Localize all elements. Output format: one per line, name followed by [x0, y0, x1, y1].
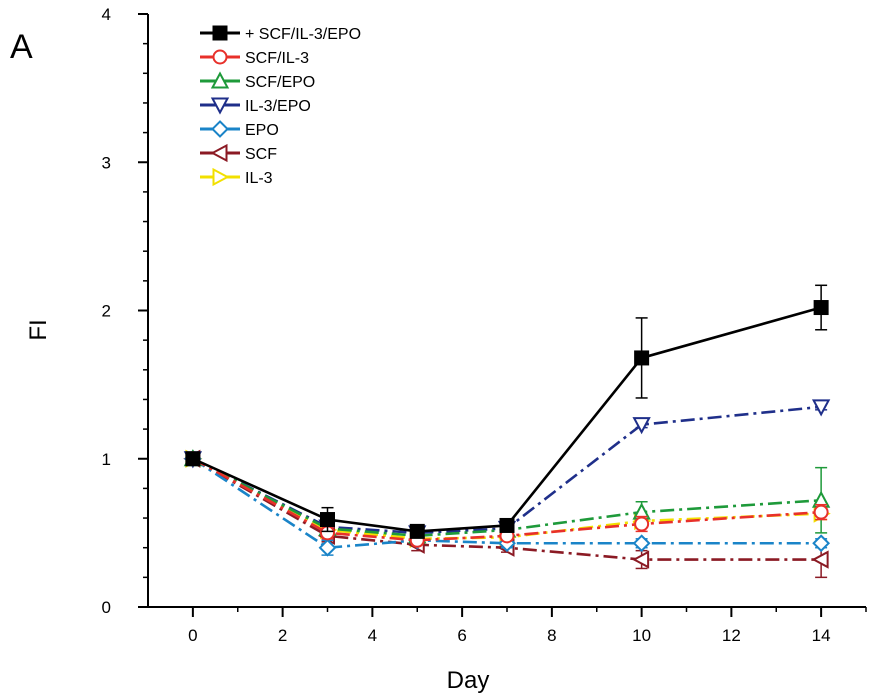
- data-point: [499, 517, 515, 533]
- series-line: [192, 457, 822, 542]
- x-tick-label: 6: [457, 626, 466, 645]
- series-1: [185, 284, 829, 539]
- series-layer: [183, 284, 831, 579]
- legend-marker: [210, 97, 230, 115]
- legend-item-6: SCF: [200, 143, 277, 163]
- data-point: [632, 417, 651, 435]
- x-tick-label: 10: [632, 626, 651, 645]
- legend-marker: [210, 71, 230, 89]
- data-point: [812, 534, 831, 553]
- data-point: [409, 523, 425, 539]
- y-tick-label: 2: [102, 302, 111, 321]
- data-point: [185, 451, 201, 467]
- legend-item-4: IL-3/EPO: [200, 97, 311, 115]
- legend-item-5: EPO: [200, 120, 279, 139]
- legend-label: SCF: [245, 146, 277, 163]
- data-point: [813, 300, 829, 316]
- series-line: [192, 306, 822, 533]
- y-tick-label: 3: [102, 153, 111, 172]
- legend-marker: [211, 120, 229, 138]
- legend-label: EPO: [245, 122, 279, 139]
- legend-label: SCF/EPO: [245, 74, 315, 91]
- data-point: [320, 512, 335, 528]
- y-tick-label: 1: [102, 450, 111, 469]
- data-point: [811, 550, 829, 569]
- x-tick-label: 4: [368, 626, 377, 645]
- y-axis-title: FI: [25, 319, 52, 340]
- data-point: [813, 504, 829, 520]
- legend-label: + SCF/IL-3/EPO: [245, 26, 361, 43]
- panel-letter: A: [10, 28, 33, 66]
- y-tick-label: 4: [102, 5, 111, 24]
- legend: + SCF/IL-3/EPO SCF/IL-3 SCF/EPO IL-3/EPO EPO…: [200, 25, 361, 187]
- x-tick-label: 8: [547, 626, 556, 645]
- legend-item-1: + SCF/IL-3/EPO: [200, 25, 361, 43]
- x-axis-title: Day: [447, 667, 490, 694]
- data-point: [811, 399, 831, 417]
- legend-marker: [210, 143, 228, 163]
- series-6: [183, 449, 829, 579]
- legend-item-2: SCF/IL-3: [200, 49, 309, 67]
- legend-marker: [212, 25, 228, 41]
- x-tick-label: 14: [812, 626, 831, 645]
- x-tick-label: 2: [278, 626, 287, 645]
- legend-label: SCF/IL-3: [245, 50, 309, 67]
- data-point: [632, 550, 650, 569]
- legend-label: IL-3: [245, 170, 273, 187]
- data-point: [632, 534, 651, 553]
- legend-label: IL-3/EPO: [245, 98, 311, 115]
- legend-marker: [212, 167, 230, 187]
- y-tick-label: 0: [102, 598, 111, 617]
- x-tick-label: 12: [722, 626, 741, 645]
- x-tick-label: 0: [188, 626, 197, 645]
- data-point: [634, 516, 650, 532]
- data-point: [318, 538, 337, 557]
- data-point: [634, 350, 650, 366]
- series-line: [192, 457, 822, 541]
- series-line: [192, 457, 822, 538]
- legend-marker: [212, 49, 228, 65]
- series-line: [192, 457, 822, 550]
- series-line: [192, 457, 822, 561]
- legend-item-7: IL-3: [200, 167, 273, 187]
- legend-item-3: SCF/EPO: [200, 71, 315, 91]
